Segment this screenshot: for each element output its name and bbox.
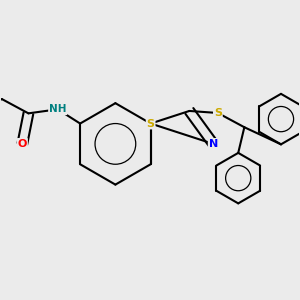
- Text: N: N: [209, 139, 218, 149]
- Text: S: S: [214, 108, 222, 118]
- Text: O: O: [18, 139, 27, 149]
- Text: NH: NH: [49, 104, 67, 114]
- Text: S: S: [147, 118, 155, 128]
